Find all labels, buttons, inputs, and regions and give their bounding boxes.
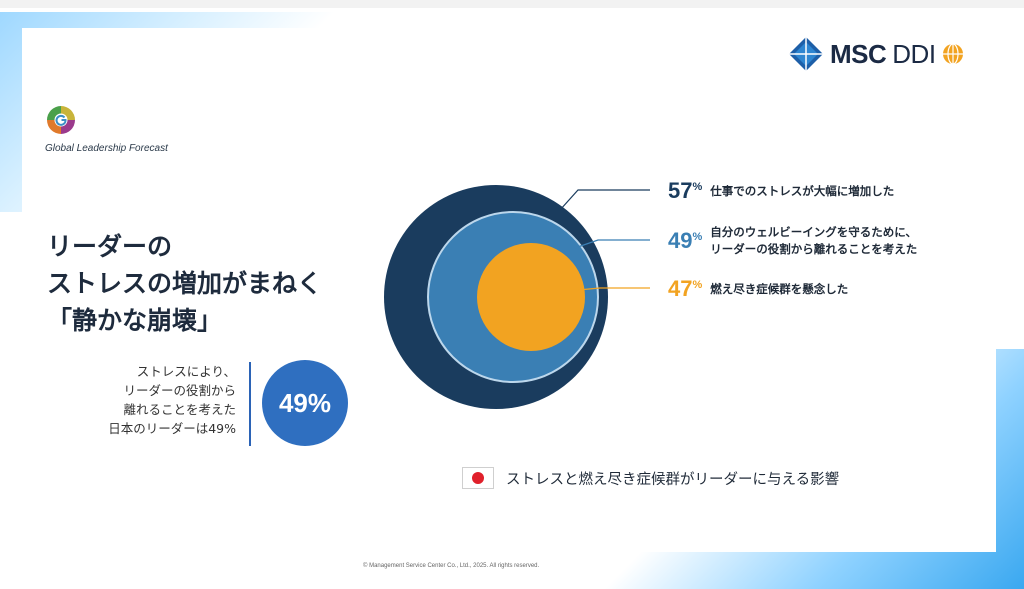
msc-wordmark: MSC: [830, 38, 887, 69]
msc-ddi-logo: MSC DDI: [788, 36, 964, 72]
msc-diamond-icon: [789, 37, 823, 71]
stat-line-4: 日本のリーダーは49%: [108, 421, 236, 436]
stat-line-1: ストレスにより、: [136, 364, 236, 379]
copyright-text: © Management Service Center Co., Ltd., 2…: [363, 563, 540, 569]
window-top-bar: [0, 0, 1024, 8]
series-label-47: 47% 燃え尽き症候群を懸念した: [668, 276, 848, 302]
series-value-57: 57%: [668, 178, 703, 203]
title-line-3: 「静かな崩壊」: [47, 306, 223, 335]
leader-line-47: [577, 287, 650, 291]
series-desc-57: 仕事でのストレスが大幅に増加した: [710, 183, 895, 198]
forecast-label: Global Leadership Forecast: [45, 143, 168, 154]
stat-line-2: リーダーの役割から: [123, 383, 236, 398]
page-title: リーダーの ストレスの増加がまねく 「静かな崩壊」: [47, 228, 322, 339]
series-value-49: 49%: [668, 228, 703, 253]
leader-line-57: [559, 189, 650, 211]
series-label-49: 49% 自分のウェルビーイングを守るために、 リーダーの役割から離れることを考え…: [668, 224, 917, 258]
ddi-globe-icon: [942, 43, 963, 65]
glf-logo-icon: [45, 104, 77, 140]
chart-legend: ストレスと燃え尽き症候群がリーダーに与える影響: [462, 467, 839, 489]
stat-value-circle: 49%: [262, 360, 348, 446]
series-desc-49: 自分のウェルビーイングを守るために、 リーダーの役割から離れることを考えた: [710, 225, 918, 256]
leader-line-49: [574, 239, 650, 249]
stat-divider: [249, 362, 251, 446]
series-label-57: 57% 仕事でのストレスが大幅に増加した: [668, 178, 894, 204]
legend-text: ストレスと燃え尽き症候群がリーダーに与える影響: [506, 471, 840, 488]
series-value-47: 47%: [668, 276, 703, 301]
title-line-1: リーダーの: [47, 232, 173, 261]
stat-value: 49%: [278, 387, 332, 418]
series-desc-47: 燃え尽き症候群を懸念した: [710, 281, 849, 296]
stat-line-3: 離れることを考えた: [123, 402, 236, 417]
stat-description: ストレスにより、 リーダーの役割から 離れることを考えた 日本のリーダーは49%: [70, 362, 236, 438]
circle-47: [477, 243, 585, 351]
ddi-wordmark: DDI: [892, 38, 936, 69]
title-line-2: ストレスの増加がまねく: [47, 269, 323, 298]
japan-flag-icon: [462, 467, 494, 489]
